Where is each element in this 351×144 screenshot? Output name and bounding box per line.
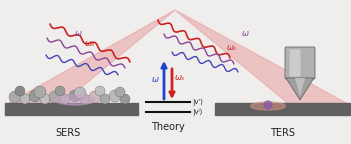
- Circle shape: [34, 86, 46, 98]
- Text: TERS: TERS: [271, 128, 296, 138]
- Ellipse shape: [251, 102, 285, 110]
- Circle shape: [264, 101, 272, 109]
- Circle shape: [55, 86, 65, 96]
- Circle shape: [120, 94, 130, 104]
- Text: SERS: SERS: [55, 128, 81, 138]
- Text: ω: ω: [74, 30, 81, 38]
- Circle shape: [80, 94, 90, 104]
- Polygon shape: [5, 10, 175, 105]
- Circle shape: [95, 86, 105, 96]
- Circle shape: [89, 91, 101, 103]
- Ellipse shape: [55, 95, 95, 105]
- FancyBboxPatch shape: [290, 50, 300, 76]
- Polygon shape: [5, 103, 138, 115]
- Circle shape: [49, 91, 61, 103]
- Text: ωₛ: ωₛ: [227, 43, 237, 53]
- Circle shape: [15, 86, 25, 96]
- Polygon shape: [175, 10, 350, 105]
- Text: ωₛ: ωₛ: [175, 73, 185, 83]
- Circle shape: [74, 87, 86, 99]
- Text: ω: ω: [152, 75, 159, 85]
- Circle shape: [9, 91, 21, 103]
- Text: |vʲ⟩: |vʲ⟩: [192, 108, 203, 116]
- Text: ωₛ: ωₛ: [85, 39, 95, 49]
- Circle shape: [40, 94, 50, 104]
- Circle shape: [115, 87, 125, 97]
- Circle shape: [60, 94, 70, 104]
- Text: ω: ω: [241, 30, 249, 38]
- Text: Theory: Theory: [151, 122, 185, 132]
- Circle shape: [29, 90, 41, 102]
- Polygon shape: [215, 103, 350, 115]
- Polygon shape: [286, 78, 314, 100]
- FancyBboxPatch shape: [285, 47, 315, 79]
- Circle shape: [69, 90, 81, 102]
- Polygon shape: [295, 78, 305, 96]
- Text: |vʳ⟩: |vʳ⟩: [192, 98, 203, 106]
- Circle shape: [109, 90, 121, 102]
- Circle shape: [100, 94, 110, 104]
- Circle shape: [20, 94, 30, 104]
